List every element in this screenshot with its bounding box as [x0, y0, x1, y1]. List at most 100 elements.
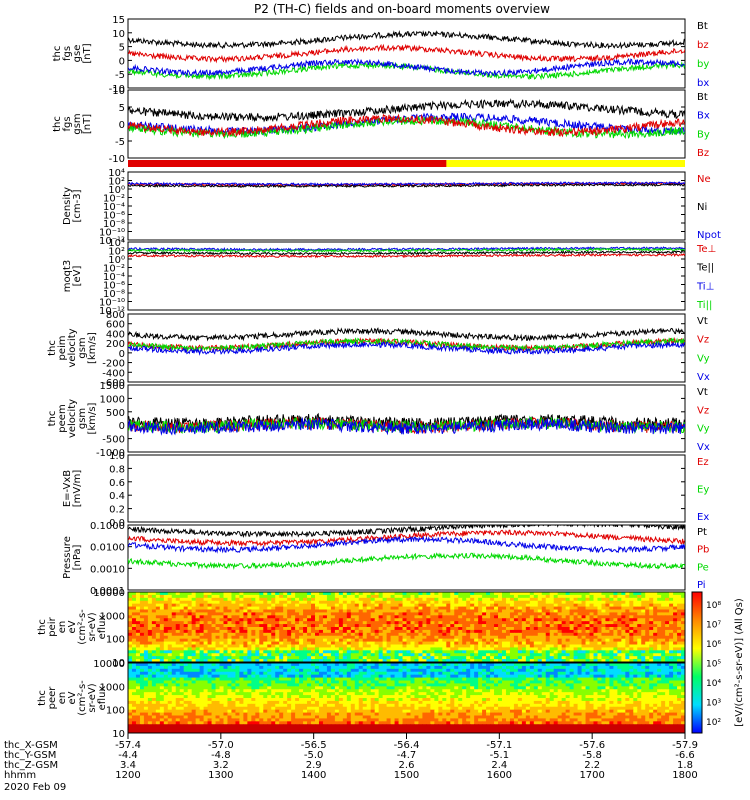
spectrogram-cell	[589, 592, 594, 596]
spectrogram-cell	[633, 606, 638, 610]
spectrogram-cell	[454, 677, 459, 681]
spectrogram-cell	[601, 647, 606, 651]
spectrogram-cell	[247, 663, 252, 667]
spectrogram-cell	[318, 656, 324, 660]
spectrogram-cell	[322, 638, 328, 643]
spectrogram-cell	[251, 612, 256, 616]
spectrogram-cell	[342, 609, 348, 613]
spectrogram-cell	[223, 683, 228, 687]
spectrogram-cell	[207, 635, 213, 640]
spectrogram-cell	[295, 635, 300, 640]
spectrogram-cell	[311, 603, 316, 608]
spectrogram-cell	[227, 600, 232, 605]
ytick-label: 1500	[100, 381, 125, 392]
spectrogram-cell	[494, 612, 499, 616]
spectrogram-cell	[625, 603, 630, 608]
spectrogram-cell	[203, 665, 209, 670]
spectrogram-cell	[191, 641, 197, 645]
spectrogram-cell	[537, 671, 543, 676]
spectrogram-cell	[394, 653, 400, 657]
spectrogram-cell	[203, 624, 209, 628]
ytick-label: 10000	[93, 588, 125, 599]
spectrogram-cell	[275, 592, 280, 596]
spectrogram-cell	[155, 689, 161, 693]
spectrogram-cell	[641, 653, 646, 657]
spectrogram-cell	[414, 627, 419, 631]
spectrogram-cell	[549, 621, 555, 625]
spectrogram-cell	[199, 600, 205, 605]
spectrogram-cell	[311, 641, 316, 645]
spectrogram-cell	[287, 624, 292, 628]
series-Npot	[128, 180, 685, 187]
spectrogram-cell	[135, 624, 141, 628]
spectrogram-cell	[521, 656, 527, 660]
spectrogram-cell	[263, 597, 268, 602]
spectrogram-cell	[128, 629, 133, 634]
spectrogram-cell	[565, 603, 571, 608]
spectrogram-cell	[299, 650, 304, 654]
spectrogram-cell	[569, 638, 575, 643]
spectrogram-cell	[478, 674, 483, 679]
spectrogram-cell	[223, 663, 228, 667]
spectrogram-cell	[513, 665, 519, 670]
spectrogram-cell	[645, 650, 650, 654]
spectrogram-cell	[430, 624, 435, 628]
spectrogram-cell	[291, 674, 296, 679]
spectrogram-cell	[171, 632, 177, 637]
spectrogram-cell	[494, 686, 499, 690]
spectrogram-cell	[645, 644, 650, 648]
panel-frame	[127, 171, 686, 241]
spectrogram-cell	[553, 615, 559, 619]
spectrogram-cell	[505, 624, 511, 628]
spectrogram-cell	[458, 618, 463, 622]
spectrogram-cell	[191, 644, 197, 648]
spectrogram-cell	[334, 597, 340, 602]
spectrogram-cell	[195, 686, 201, 690]
spectrogram-cell	[263, 624, 268, 628]
spectrogram-cell	[501, 650, 507, 654]
spectrogram-cell	[665, 663, 670, 667]
spectrogram-cell	[330, 627, 336, 631]
ylabel-line: thc	[37, 619, 48, 635]
series-bx	[128, 57, 685, 78]
spectrogram-cell	[557, 618, 563, 622]
spectrogram-cell	[199, 644, 205, 648]
spectrogram-cell	[135, 597, 141, 602]
spectrogram-cell	[625, 686, 630, 690]
spectrogram-cell	[271, 615, 276, 619]
spectrogram-cell	[585, 606, 591, 610]
spectrogram-cell	[279, 671, 284, 676]
spectrogram-cell	[681, 638, 686, 643]
spectrogram-cell	[649, 647, 654, 651]
spectrogram-cell	[267, 635, 272, 640]
spectrogram-cell	[513, 609, 519, 613]
spectrogram-cell	[362, 638, 368, 643]
legend-bx: bx	[697, 78, 709, 89]
spectrogram-cell	[529, 671, 535, 676]
spectrogram-cell	[183, 647, 189, 651]
spectrogram-cell	[426, 644, 431, 648]
spectrogram-cell	[545, 686, 551, 690]
spectrogram-cell	[601, 641, 606, 645]
spectrogram-cell	[617, 671, 622, 676]
spectrogram-cell	[657, 621, 662, 625]
spectrogram-cell	[239, 632, 244, 637]
figure-title: P2 (TH-C) fields and on-board moments ov…	[254, 2, 550, 16]
spectrogram-cell	[665, 671, 670, 676]
spectrogram-cell	[231, 665, 236, 670]
spectrogram-cell	[450, 638, 455, 643]
spectrogram-cell	[470, 603, 475, 608]
spectrogram-cell	[311, 671, 316, 676]
spectrogram-cell	[199, 683, 205, 687]
spectrogram-cell	[167, 618, 173, 622]
spectrogram-cell	[322, 683, 328, 687]
spectrogram-cell	[227, 647, 232, 651]
spectrogram-cell	[342, 624, 348, 628]
spectrogram-cell	[307, 647, 312, 651]
spectrogram-cell	[223, 641, 228, 645]
spectrogram-cell	[669, 686, 674, 690]
spectrogram-cell	[446, 597, 451, 602]
spectrogram-cell	[203, 627, 209, 631]
spectrogram-cell	[537, 683, 543, 687]
spectrogram-cell	[661, 683, 666, 687]
